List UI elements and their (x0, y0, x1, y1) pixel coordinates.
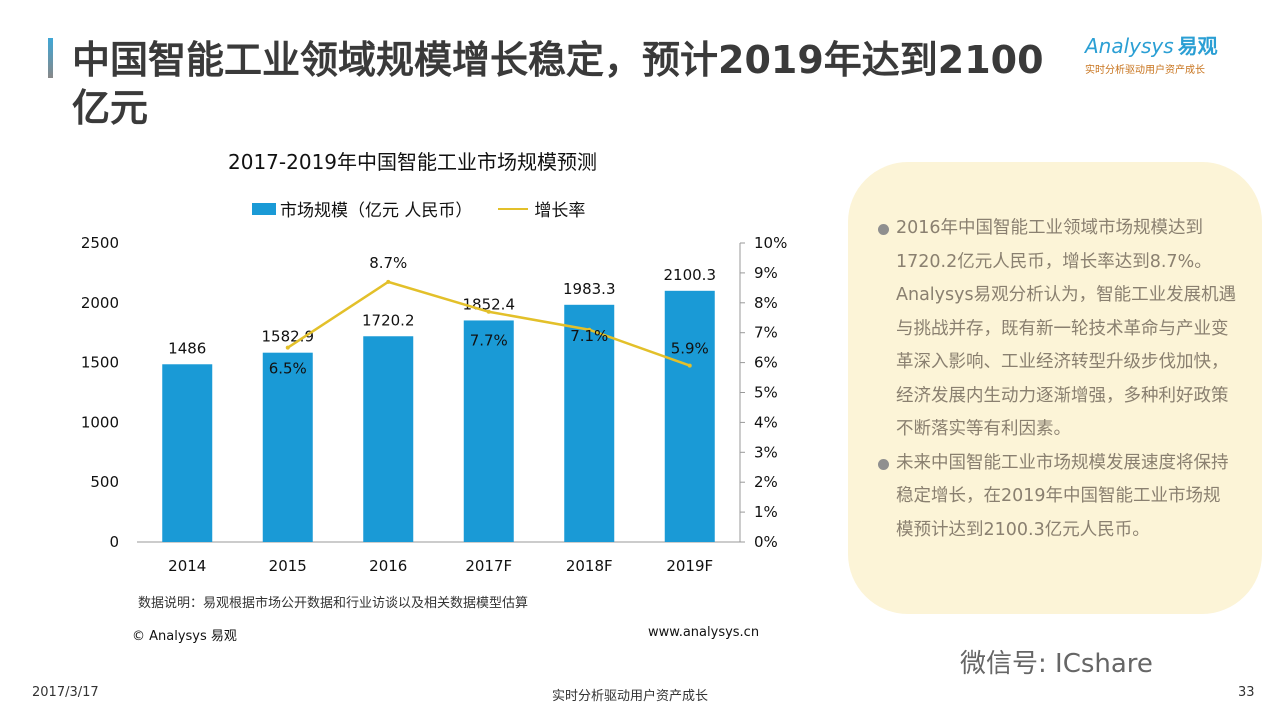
logo-tagline: 实时分析驱动用户资产成长 (1085, 65, 1205, 76)
footer-slogan: 实时分析驱动用户资产成长 (552, 689, 709, 704)
bar-value-label: 1983.3 (563, 280, 616, 298)
logo-cn: 易观 (1177, 34, 1218, 58)
growth-value-label: 5.9% (671, 340, 709, 358)
summary-box: 2016年中国智能工业领域市场规模达到1720.2亿元人民币，增长率达到8.7%… (848, 162, 1262, 614)
growth-point (587, 327, 592, 332)
page-title: 中国智能工业领域规模增长稳定，预计2019年达到2100亿元 (72, 38, 1044, 130)
bar (162, 364, 213, 542)
bar (664, 290, 715, 542)
x-tick-label: 2017F (465, 557, 512, 575)
bar (564, 304, 615, 542)
growth-point (285, 345, 290, 350)
chart-title: 2017-2019年中国智能工业市场规模预测 (228, 150, 598, 174)
y-tick-label: 1000 (81, 413, 119, 431)
page-number: 33 (1238, 685, 1255, 700)
y2-tick-label: 10% (754, 234, 787, 252)
wechat-watermark: 微信号: ICshare (960, 649, 1153, 679)
analysys-logo: Analysys 易观 实时分析驱动用户资产成长 (1085, 30, 1245, 76)
y-tick-label: 0 (109, 533, 119, 551)
growth-point (687, 363, 692, 368)
legend-bar-label: 市场规模（亿元 人民币） (280, 201, 473, 221)
growth-point (486, 309, 491, 314)
bar-value-label: 1720.2 (362, 311, 415, 329)
y2-tick-label: 1% (754, 503, 778, 521)
chart-plot: 0 500 1000 1500 2000 2500 0% 1% 2% 3% 4% 5% 6% 7% 8% 9%… (81, 234, 788, 575)
x-tick-label: 2016 (369, 557, 407, 575)
website-link[interactable]: www.analysys.cn (648, 625, 760, 640)
growth-value-label: 6.5% (269, 360, 307, 378)
y2-tick-label: 4% (754, 413, 778, 431)
summary-point: 未来中国智能工业市场规模发展速度将保持稳定增长，在2019年中国智能工业市场规模… (878, 447, 1238, 548)
y2-tick-label: 8% (754, 294, 778, 312)
title-accent-bar (48, 38, 53, 78)
y-tick-label: 2000 (81, 294, 119, 312)
y2-tick-label: 0% (754, 533, 778, 551)
x-tick-label: 2019F (666, 557, 713, 575)
footer-date: 2017/3/17 (32, 685, 99, 700)
chart-legend: 市场规模（亿元 人民币） 增长率 (252, 196, 585, 221)
x-tick-label: 2014 (168, 557, 206, 575)
bar-value-label: 2100.3 (664, 266, 717, 284)
y-tick-label: 1500 (81, 354, 119, 372)
bar-value-label: 1486 (168, 339, 206, 357)
y2-tick-label: 6% (754, 354, 778, 372)
y-tick-label: 500 (90, 473, 119, 491)
y2-tick-label: 3% (754, 443, 778, 461)
growth-value-label: 7.1% (570, 327, 608, 345)
legend-bar-swatch (252, 202, 276, 215)
summary-text: 2016年中国智能工业领域市场规模达到1720.2亿元人民币，增长率达到8.7%… (896, 218, 1237, 439)
y2-tick-label: 5% (754, 384, 778, 402)
growth-point (386, 279, 391, 284)
y-tick-label: 2500 (81, 234, 119, 252)
logo-en: Analysys (1085, 34, 1174, 58)
bullet-icon (878, 224, 889, 235)
bullet-icon (878, 458, 889, 470)
copyright: © Analysys 易观 (132, 629, 237, 644)
x-tick-label: 2015 (269, 557, 307, 575)
growth-value-label: 7.7% (470, 331, 508, 349)
growth-value-label: 8.7% (369, 254, 407, 272)
data-note: 数据说明：易观根据市场公开数据和行业访谈以及相关数据模型估算 (138, 596, 529, 611)
y2-tick-label: 2% (754, 473, 778, 491)
legend-line-swatch (498, 207, 529, 210)
bar (363, 336, 414, 542)
legend-line-label: 增长率 (534, 201, 586, 221)
x-tick-label: 2018F (566, 557, 613, 575)
summary-text: 未来中国智能工业市场规模发展速度将保持稳定增长，在2019年中国智能工业市场规模… (896, 452, 1229, 540)
y2-tick-label: 7% (754, 324, 778, 342)
y2-tick-label: 9% (754, 264, 778, 282)
bar-value-label: 1582.9 (262, 328, 315, 346)
summary-point: 2016年中国智能工业领域市场规模达到1720.2亿元人民币，增长率达到8.7%… (878, 212, 1238, 447)
bar (262, 352, 313, 542)
bar (463, 320, 514, 542)
